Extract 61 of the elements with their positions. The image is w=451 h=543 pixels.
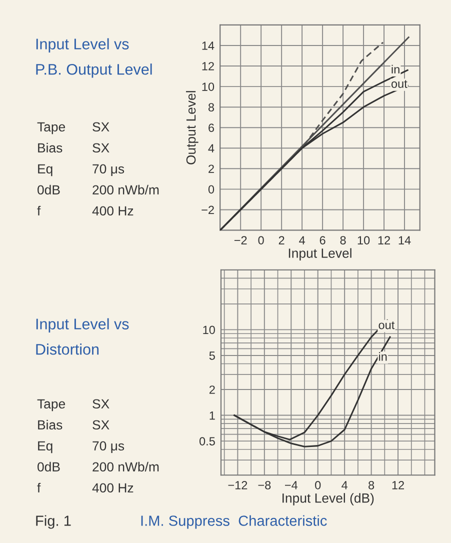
y-tick-label: 1 xyxy=(210,411,215,420)
y-tick-label: 10 xyxy=(202,82,214,91)
y-axis-title: Output Level xyxy=(186,91,198,164)
x-tick-label: 0 xyxy=(258,236,264,244)
x-tick-label: 2 xyxy=(278,236,284,244)
text: 70 μs xyxy=(92,164,124,176)
text: Eq xyxy=(38,164,52,176)
y-tick-label: 0 xyxy=(208,185,214,194)
y-tick-label: −2 xyxy=(202,206,214,214)
text: 200 nWb/m xyxy=(92,462,159,472)
text: 0dB xyxy=(38,184,60,195)
x-tick-label: 8 xyxy=(340,236,346,244)
x-axis-title: Input Level (dB) xyxy=(282,493,374,506)
x-tick-label: 10 xyxy=(358,236,370,244)
text: Bias xyxy=(38,420,62,430)
y-tick-label: 5 xyxy=(209,352,215,360)
caption: Fig. 1 xyxy=(36,515,71,529)
y-tick-label: 0.5 xyxy=(199,437,215,446)
x-tick-label: −4 xyxy=(284,481,298,490)
x-tick-label: −8 xyxy=(258,480,271,490)
y-tick-label: 8 xyxy=(208,103,214,112)
y-tick-label: 14 xyxy=(202,42,214,50)
text: I.M. Suppress Characteristic xyxy=(141,515,327,529)
text: Tape xyxy=(37,399,66,412)
y-tick-label: 2 xyxy=(208,164,214,173)
text: SX xyxy=(92,122,110,132)
x-tick-label: 14 xyxy=(398,236,411,244)
x-tick-label: 12 xyxy=(392,480,404,490)
x-tick-label: 6 xyxy=(320,236,326,244)
text: Input Level vs Distortion xyxy=(36,318,129,355)
text: 0dB xyxy=(38,462,60,472)
text: 70 μs xyxy=(92,441,124,453)
series-label: in xyxy=(379,352,387,361)
x-tick-label: 8 xyxy=(368,480,374,490)
y-tick-label: 10 xyxy=(203,326,215,334)
text: SX xyxy=(92,143,110,153)
text: Input Level vs P.B. Output Level xyxy=(36,38,152,78)
series-label: out xyxy=(391,80,408,88)
y-tick-label: 2 xyxy=(209,386,215,394)
series-label: out xyxy=(378,321,395,330)
text: Bias xyxy=(38,142,62,153)
y-tick-label: 4 xyxy=(208,144,214,152)
series-label: in xyxy=(392,64,400,74)
text: 400 Hz xyxy=(92,483,134,493)
text: Tape xyxy=(37,122,66,134)
x-tick-label: −2 xyxy=(234,236,247,244)
y-tick-label: 6 xyxy=(208,124,214,132)
text: f xyxy=(37,482,41,492)
text: 200 nWb/m xyxy=(92,184,159,195)
x-tick-label: 4 xyxy=(299,236,305,244)
text: 400 Hz xyxy=(92,206,134,216)
x-tick-label: −12 xyxy=(228,480,248,490)
text: SX xyxy=(92,399,110,409)
x-tick-label: 4 xyxy=(342,481,348,490)
x-tick-label: 0 xyxy=(315,480,321,490)
text: f xyxy=(37,206,41,216)
x-axis-title: Input Level xyxy=(288,248,352,260)
text: SX xyxy=(92,420,110,430)
y-tick-label: 12 xyxy=(202,62,214,70)
text: Eq xyxy=(38,441,52,454)
x-tick-label: 12 xyxy=(378,236,390,244)
